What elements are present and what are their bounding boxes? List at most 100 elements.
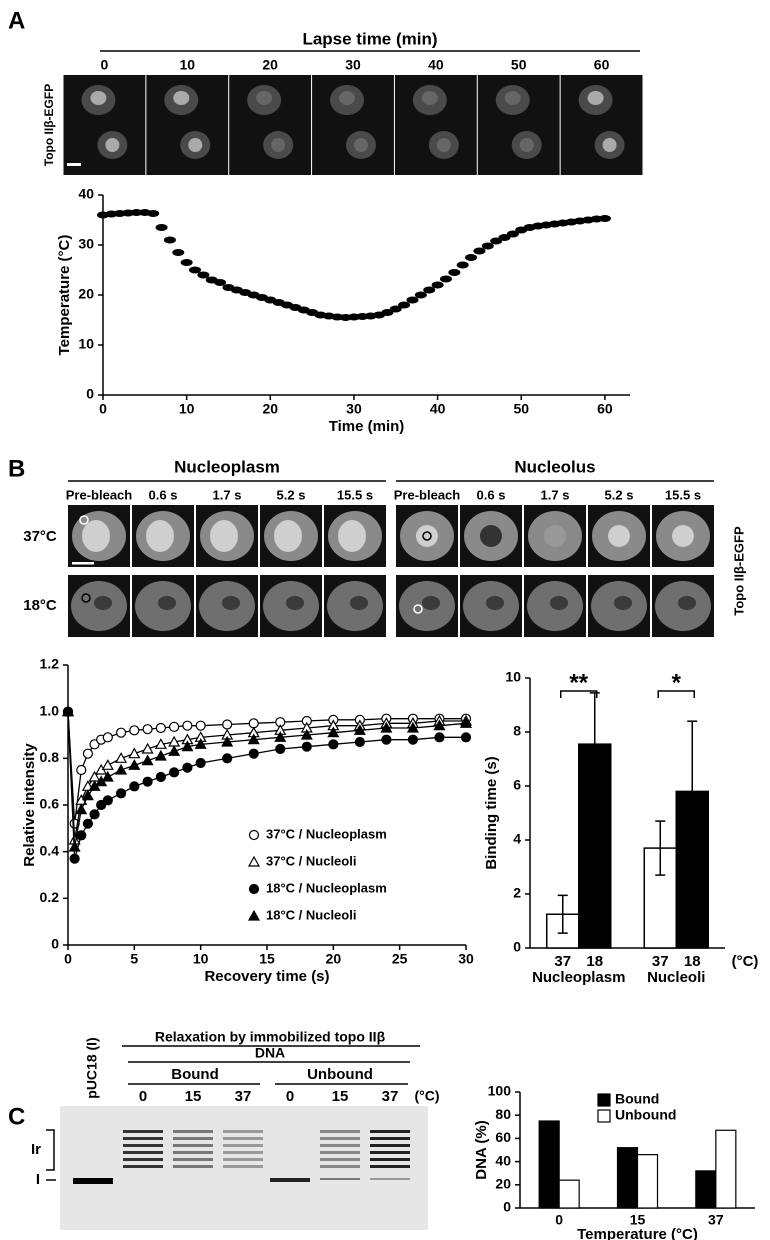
marker (181, 740, 194, 752)
temperature-label: 18°C (23, 597, 57, 614)
marker (101, 770, 114, 782)
time-label: 0 (101, 57, 109, 73)
marker (154, 749, 167, 761)
y-tick-label: 8 (513, 723, 521, 739)
gel-band (73, 1178, 113, 1184)
marker (407, 734, 419, 745)
time-label: 50 (511, 57, 527, 73)
nucleolus (608, 525, 630, 547)
timepoint-label: 5.2 s (605, 487, 634, 502)
y-tick-label: 6 (513, 777, 521, 793)
y-tick-label: 20 (495, 1176, 511, 1192)
x-tick-label: 20 (326, 951, 342, 967)
time-label: 40 (428, 57, 444, 73)
marker (101, 759, 114, 770)
gel-band (223, 1151, 263, 1154)
timepoint-label: 0.6 s (149, 487, 178, 502)
gel-band (223, 1158, 263, 1161)
timepoint-label: 1.7 s (541, 487, 570, 502)
marker (389, 305, 402, 313)
marker (75, 803, 88, 815)
marker (433, 719, 446, 731)
bar (695, 1170, 717, 1209)
gel-group: Unbound (307, 1066, 373, 1083)
marker (423, 286, 436, 294)
nucleolus (480, 525, 502, 547)
nucleolus (286, 596, 304, 610)
nucleolus (274, 520, 302, 552)
marker (169, 721, 180, 732)
y-axis-label: Relative intensity (21, 743, 38, 867)
marker (381, 734, 392, 745)
marker (163, 236, 176, 244)
nucleolus (422, 596, 440, 610)
x-tick-label: 5 (130, 951, 138, 967)
nucleolus (672, 525, 694, 547)
channel-label: Topo IIβ-EGFP (42, 84, 56, 166)
gel-band (123, 1158, 163, 1161)
nucleolus (105, 138, 120, 152)
region-header: Nucleolus (514, 457, 595, 476)
gel-band (223, 1144, 263, 1147)
nucleolus (678, 596, 696, 610)
gel-band (223, 1137, 263, 1140)
gel-band (173, 1165, 213, 1168)
nucleolus (354, 138, 368, 152)
gel-band (123, 1137, 163, 1140)
x-tick-label: 40 (430, 401, 446, 417)
marker (194, 738, 207, 749)
nucleolus (350, 596, 368, 610)
nucleolus (486, 596, 504, 610)
marker (490, 237, 503, 245)
panel-label: C (8, 1103, 25, 1130)
marker (301, 741, 312, 752)
legend-label: Unbound (615, 1107, 676, 1123)
legend-label: 18°C / Nucleoplasm (266, 880, 387, 895)
marker (222, 719, 233, 730)
timepoint-label: 1.7 s (213, 487, 242, 502)
lane-label: 0 (286, 1088, 294, 1105)
y-tick-label: 10 (78, 336, 94, 352)
marker (506, 230, 519, 238)
significance-bracket (657, 690, 695, 698)
gel-band (370, 1178, 410, 1180)
gel-dna: DNA (255, 1045, 285, 1061)
x-tick-label: 10 (193, 951, 209, 967)
marker (155, 224, 168, 231)
marker (169, 767, 180, 778)
marker (456, 261, 469, 269)
gel-band (223, 1165, 263, 1168)
x-tick-label: 25 (392, 951, 408, 967)
y-tick-label: 0 (503, 1199, 511, 1215)
marker (102, 795, 113, 806)
x-tick-label: 0 (99, 401, 107, 417)
marker (248, 748, 259, 759)
nucleolus (188, 138, 203, 152)
y-tick-label: 0.4 (40, 842, 60, 858)
y-tick-label: 0.6 (40, 796, 60, 812)
gel-band (320, 1144, 360, 1147)
x-tick-label: 18 (586, 953, 603, 970)
y-tick-label: 1.2 (40, 656, 60, 672)
nucleolus (146, 520, 174, 552)
marker (380, 721, 393, 733)
marker (142, 776, 153, 787)
marker (115, 752, 128, 763)
y-tick-label: 0.2 (40, 889, 60, 905)
nucleolus (271, 138, 286, 152)
marker (398, 301, 411, 309)
time-label: 30 (345, 57, 361, 73)
region-header: Nucleoplasm (174, 457, 280, 476)
marker (172, 249, 185, 256)
marker (129, 781, 140, 792)
x-tick-label: 37 (708, 1212, 724, 1228)
y-tick-label: 40 (495, 1152, 511, 1168)
significance-bracket (560, 690, 598, 698)
marker (82, 818, 94, 829)
marker (180, 259, 193, 266)
significance-label: ** (569, 669, 588, 696)
gel-band (123, 1151, 163, 1154)
marker (414, 291, 427, 299)
x-axis-label: Time (min) (329, 418, 405, 435)
time-label: 60 (594, 57, 610, 73)
